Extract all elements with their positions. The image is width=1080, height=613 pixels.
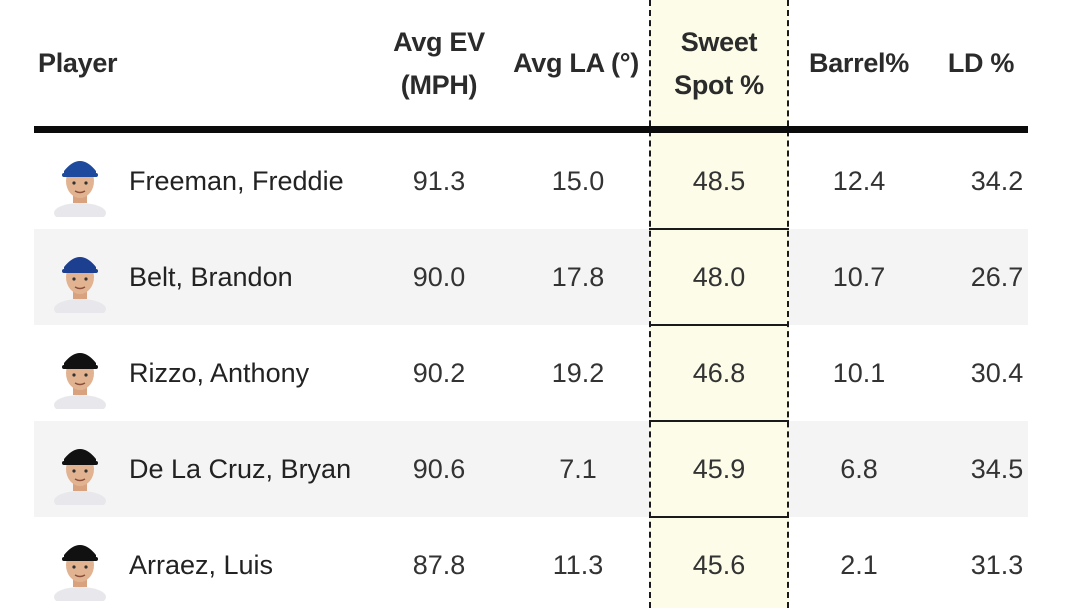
cell-ld: 34.5 — [970, 453, 1024, 484]
cell-sweet-spot: 48.5 — [692, 165, 746, 196]
cell-barrel: 12.4 — [832, 165, 886, 196]
header-player[interactable]: Player — [38, 48, 118, 79]
table-row[interactable]: De La Cruz, Bryan 90.6 7.1 45.9 6.8 34.5 — [34, 421, 1028, 517]
table-row[interactable]: Arraez, Luis 87.8 11.3 45.6 2.1 31.3 — [34, 517, 1028, 613]
table-row[interactable]: Freeman, Freddie 91.3 15.0 48.5 12.4 34.2 — [34, 133, 1028, 229]
cell-avg-ev: 90.6 — [412, 453, 466, 484]
cell-ld: 30.4 — [970, 357, 1024, 388]
player-name[interactable]: Freeman, Freddie — [129, 165, 344, 196]
header-ld[interactable]: LD % — [947, 48, 1015, 79]
cell-sweet-spot: 45.6 — [692, 549, 746, 580]
cell-ld: 34.2 — [970, 165, 1024, 196]
cell-avg-la: 11.3 — [552, 549, 604, 580]
header-avg-ev[interactable]: Avg EV (MPH) — [393, 26, 485, 100]
cell-avg-ev: 87.8 — [412, 549, 466, 580]
sweet-spot-row-divider — [649, 420, 789, 422]
cell-ld: 31.3 — [970, 549, 1024, 580]
sweet-spot-row-divider — [649, 516, 789, 518]
player-name[interactable]: Rizzo, Anthony — [129, 357, 310, 388]
table-row[interactable]: Belt, Brandon 90.0 17.8 48.0 10.7 26.7 — [34, 229, 1028, 325]
header-avg-la[interactable]: Avg LA (°) — [513, 48, 639, 79]
table-header: Player Avg EV (MPH) Avg LA (°) Sweet Spo… — [34, 0, 1028, 128]
cell-barrel: 6.8 — [840, 453, 878, 484]
table-row[interactable]: Rizzo, Anthony 90.2 19.2 46.8 10.1 30.4 — [34, 325, 1028, 421]
cell-avg-la: 7.1 — [559, 453, 597, 484]
sweet-spot-row-divider — [649, 324, 789, 326]
cell-barrel: 10.1 — [832, 357, 886, 388]
cell-sweet-spot: 48.0 — [692, 261, 746, 292]
cell-avg-la: 15.0 — [551, 165, 605, 196]
header-barrel[interactable]: Barrel% — [809, 48, 909, 79]
header-sweet-spot[interactable]: Sweet Spot % — [674, 26, 764, 100]
sweet-spot-row-divider — [649, 228, 789, 230]
cell-avg-ev: 91.3 — [412, 165, 466, 196]
player-headshot — [52, 241, 108, 319]
stats-table: Player Avg EV (MPH) Avg LA (°) Sweet Spo… — [34, 0, 1028, 608]
player-name[interactable]: Belt, Brandon — [129, 261, 293, 292]
sweet-spot-column-highlight — [649, 0, 789, 608]
player-headshot — [52, 529, 108, 607]
cell-avg-ev: 90.2 — [412, 357, 466, 388]
cell-avg-la: 17.8 — [551, 261, 605, 292]
player-headshot — [52, 337, 108, 415]
cell-sweet-spot: 46.8 — [692, 357, 746, 388]
cell-barrel: 10.7 — [832, 261, 886, 292]
player-name[interactable]: De La Cruz, Bryan — [129, 453, 352, 484]
cell-avg-ev: 90.0 — [412, 261, 466, 292]
player-name[interactable]: Arraez, Luis — [129, 549, 274, 580]
cell-sweet-spot: 45.9 — [692, 453, 746, 484]
player-headshot — [52, 433, 108, 511]
header-divider — [34, 126, 1028, 133]
player-headshot — [52, 145, 108, 223]
cell-barrel: 2.1 — [840, 549, 878, 580]
cell-ld: 26.7 — [970, 261, 1024, 292]
cell-avg-la: 19.2 — [551, 357, 605, 388]
